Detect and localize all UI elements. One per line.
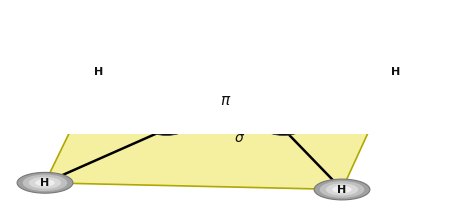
Text: H: H	[40, 178, 50, 188]
Text: π: π	[220, 93, 230, 108]
Circle shape	[17, 172, 73, 193]
Polygon shape	[45, 72, 396, 190]
Polygon shape	[211, 120, 239, 129]
Text: C: C	[280, 124, 287, 134]
Circle shape	[89, 68, 109, 76]
Circle shape	[41, 181, 49, 184]
Circle shape	[29, 177, 61, 189]
Text: H: H	[338, 184, 346, 194]
Circle shape	[149, 123, 184, 135]
Circle shape	[386, 68, 406, 76]
Circle shape	[338, 188, 346, 191]
Circle shape	[326, 183, 358, 196]
Circle shape	[368, 62, 424, 82]
Text: σ: σ	[234, 131, 243, 145]
Text: H: H	[392, 67, 400, 77]
Circle shape	[374, 64, 419, 80]
Circle shape	[76, 64, 122, 80]
Circle shape	[83, 66, 115, 78]
Circle shape	[71, 62, 127, 82]
Circle shape	[392, 71, 400, 73]
Circle shape	[380, 66, 412, 78]
Circle shape	[95, 71, 103, 73]
Polygon shape	[152, 82, 298, 129]
Circle shape	[35, 179, 55, 186]
Text: H: H	[94, 67, 104, 77]
Circle shape	[22, 174, 68, 191]
Circle shape	[320, 181, 365, 198]
Circle shape	[314, 179, 370, 200]
Circle shape	[332, 186, 352, 193]
Text: C: C	[163, 124, 170, 134]
Circle shape	[266, 123, 301, 135]
